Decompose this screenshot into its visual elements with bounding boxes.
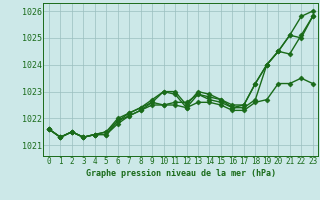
X-axis label: Graphe pression niveau de la mer (hPa): Graphe pression niveau de la mer (hPa): [86, 169, 276, 178]
